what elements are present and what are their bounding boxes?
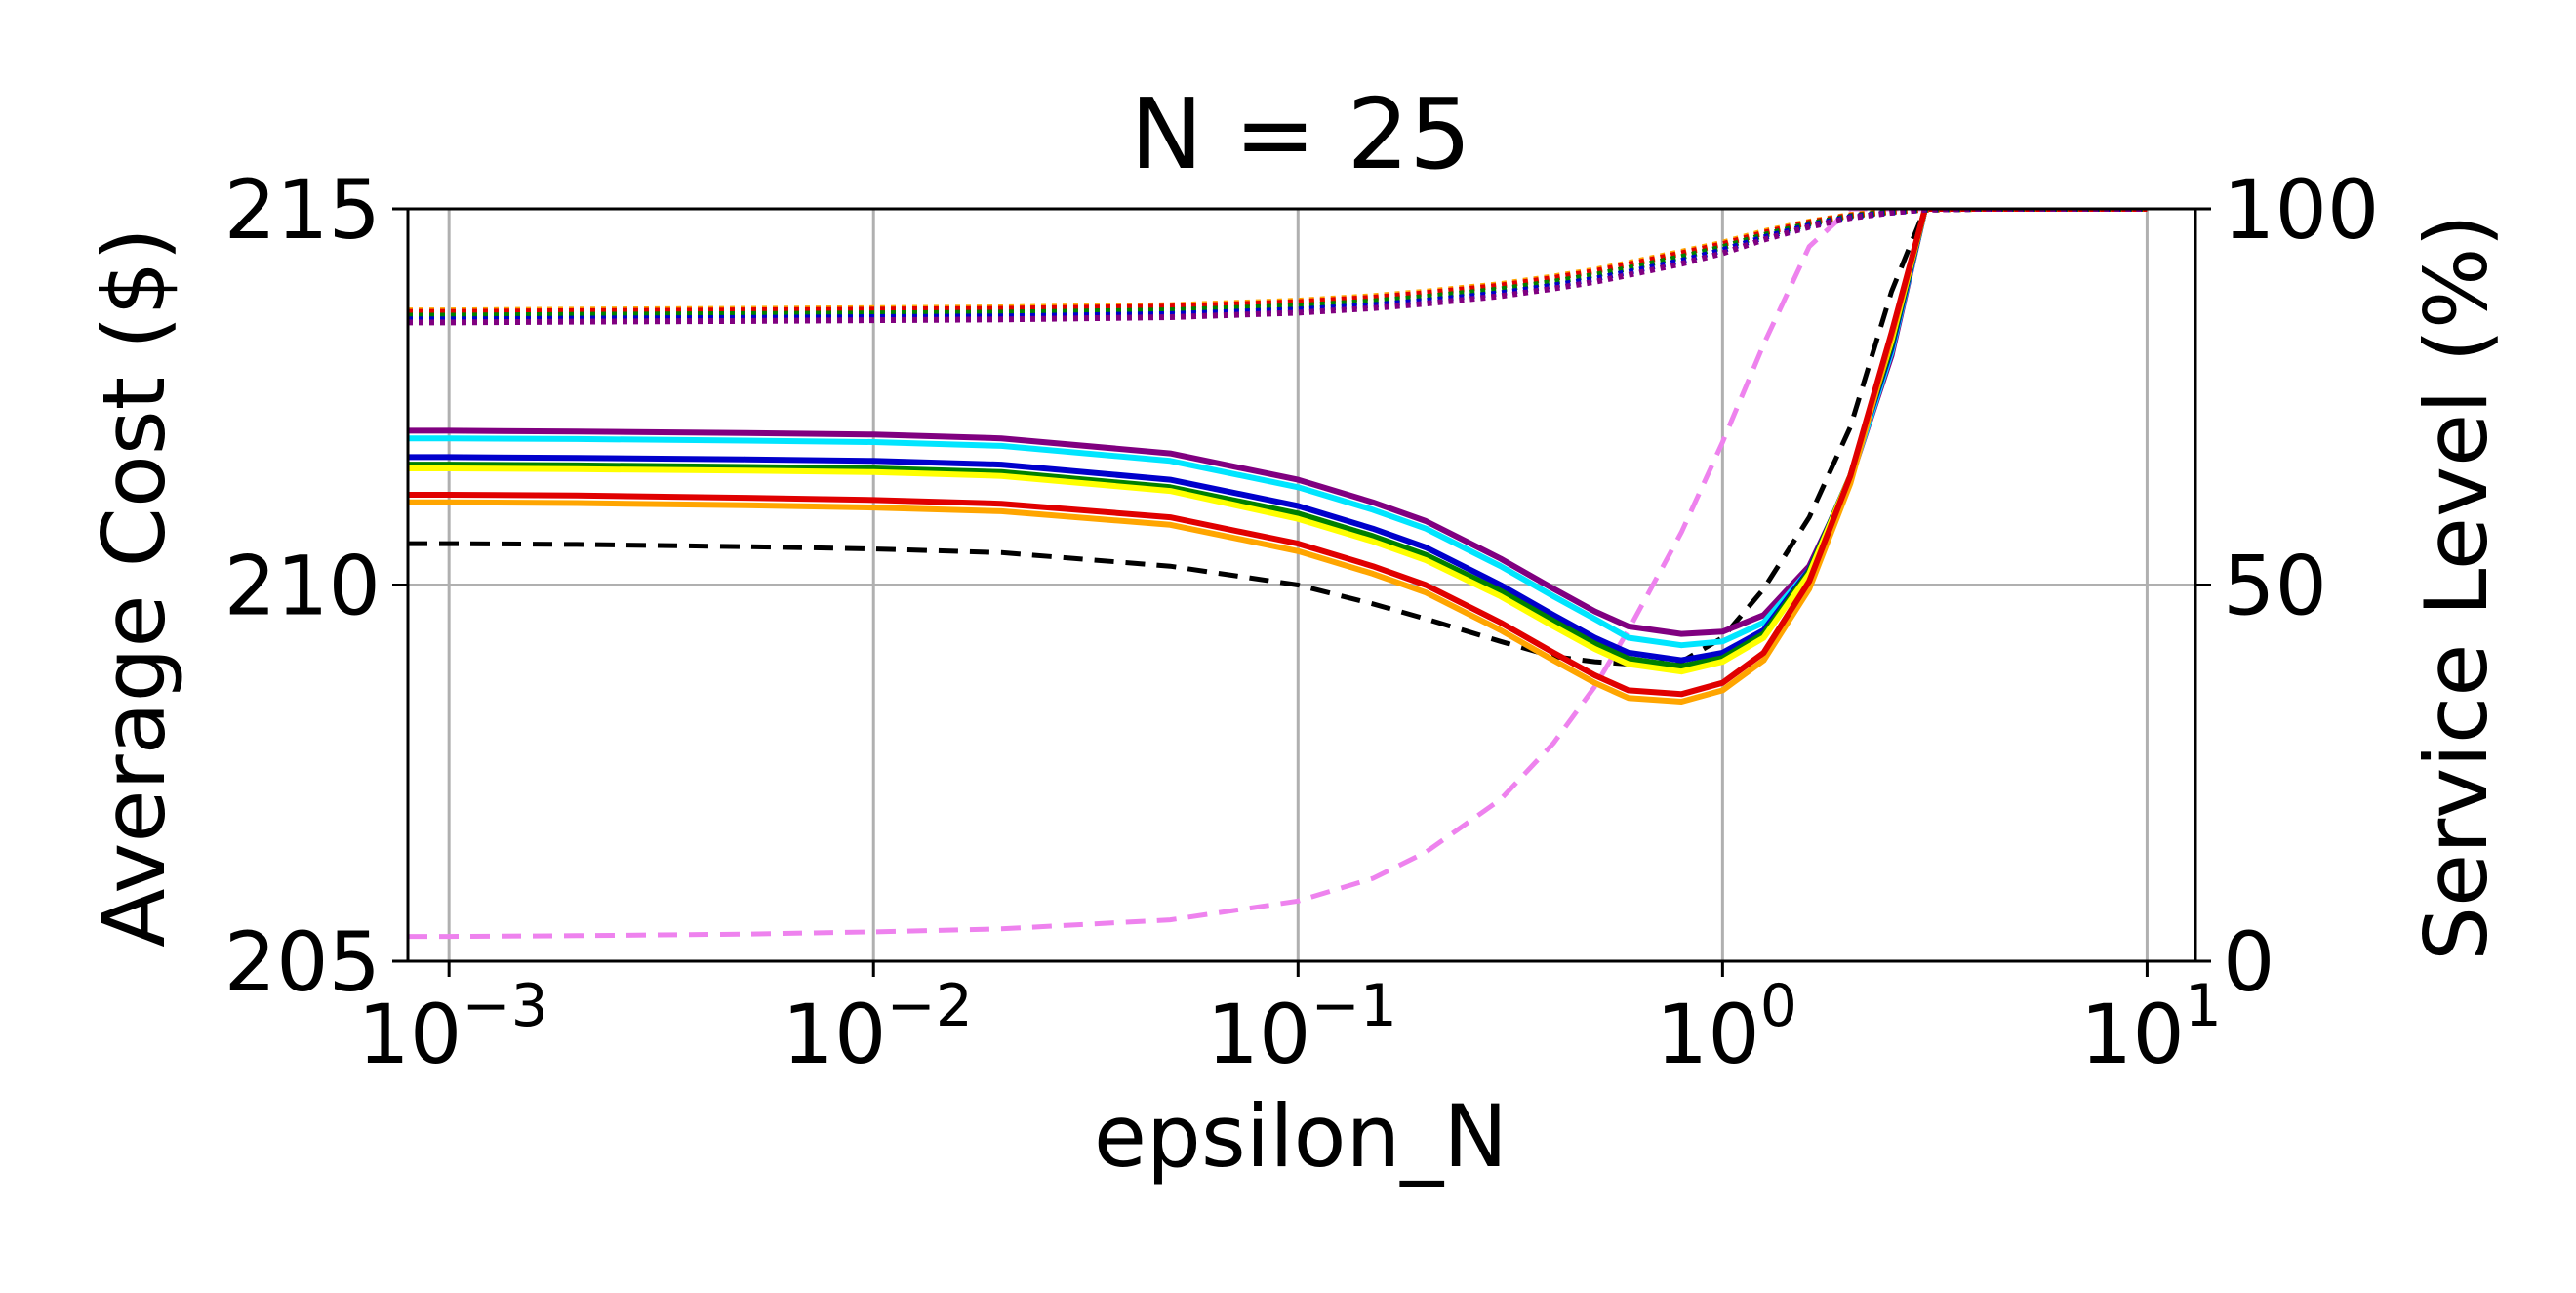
y-tick-label-right: 100	[2223, 162, 2379, 258]
x-tick-label: 101	[2080, 972, 2222, 1082]
x-axis-label: epsilon_N	[1094, 1086, 1508, 1187]
y-tick-label-left: 215	[224, 162, 381, 258]
service-level-dotted-line	[408, 209, 2148, 314]
x-tick-label: 100	[1656, 972, 1797, 1082]
y-axis-label-left: Average Cost ($)	[84, 227, 184, 948]
y-axis-label-right: Service Level (%)	[2406, 214, 2507, 961]
cost-series-line	[408, 209, 2148, 649]
y-tick-label-right: 0	[2223, 914, 2274, 1010]
reference-cost-line	[408, 209, 2148, 667]
y-tick-label-left: 205	[224, 914, 381, 1010]
cost-series-line	[408, 209, 2148, 698]
x-tick-label: 10−1	[1207, 972, 1397, 1082]
service-level-dotted-line	[408, 209, 2148, 315]
x-tick-label: 10−3	[357, 972, 547, 1082]
cost-series-line	[408, 209, 2148, 705]
y-tick-label-right: 50	[2223, 539, 2327, 634]
service-level-dotted-line	[408, 209, 2148, 326]
chart-title: N = 25	[1130, 77, 1470, 191]
gridlines	[408, 207, 2195, 963]
service-level-dotted-line	[408, 209, 2148, 319]
axes-frame	[392, 207, 2211, 977]
y-tick-label-left: 210	[224, 539, 381, 634]
plot-series	[408, 209, 2148, 940]
service-level-pink-line	[408, 209, 2148, 940]
tick-labels: 10−3 10−2 10−1 100 101 205 210 215 0 50 100	[224, 162, 2380, 1082]
x-tick-label: 10−2	[783, 972, 973, 1082]
service-level-dotted-line	[408, 209, 2148, 323]
cost-series-line	[408, 209, 2148, 637]
